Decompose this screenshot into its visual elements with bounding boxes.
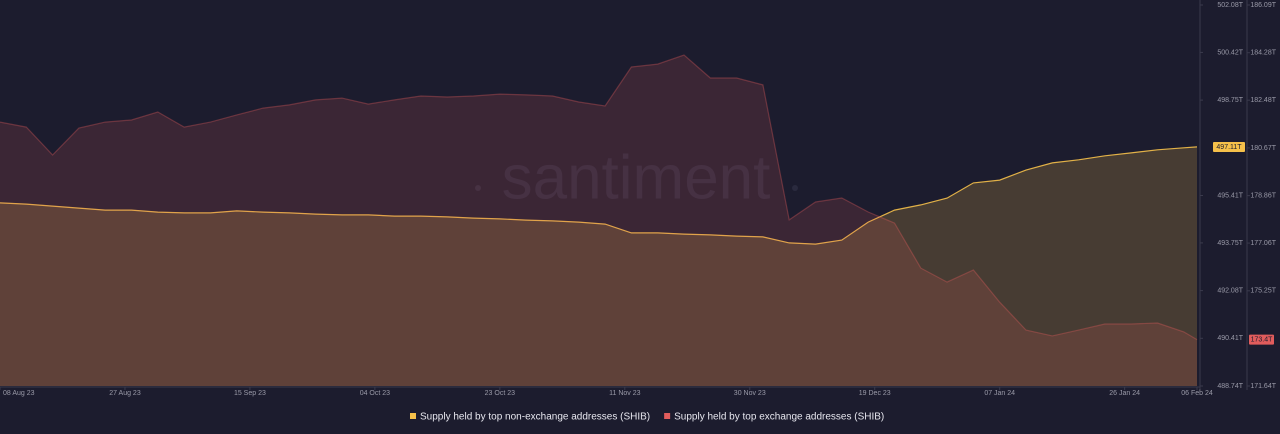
- series-area: [0, 146, 1197, 386]
- series-area: [0, 55, 1197, 386]
- legend-swatch: [664, 413, 671, 419]
- watermark: santiment: [502, 143, 771, 212]
- x-tick-label: 07 Jan 24: [984, 390, 1015, 397]
- watermark-dot: [792, 185, 798, 191]
- plot-area: [0, 54, 1198, 386]
- x-tick-label: 15 Sep 23: [234, 390, 266, 397]
- y-tick-label: 493.75T: [1217, 240, 1243, 247]
- y2-tick-label: 178.86T: [1250, 192, 1276, 199]
- y2-tick-label: 184.28T: [1250, 50, 1276, 57]
- last-value-label: 497.11T: [1216, 144, 1242, 151]
- x-tick-label: 23 Oct 23: [485, 390, 515, 397]
- x-tick-label: 27 Aug 23: [109, 390, 141, 397]
- y-tick-label: 495.41T: [1217, 192, 1243, 199]
- legend-label: Supply held by top non-exchange addresse…: [420, 412, 650, 423]
- legend-label: Supply held by top exchange addresses (S…: [674, 412, 884, 423]
- y-tick-label: 502.08T: [1217, 2, 1243, 9]
- x-tick-label: 26 Jan 24: [1109, 390, 1140, 397]
- y2-tick-label: 171.64T: [1250, 383, 1276, 390]
- legend-swatch: [410, 413, 416, 419]
- last-value-badge: [1249, 334, 1274, 345]
- y2-tick-label: 177.06T: [1250, 240, 1276, 247]
- x-tick-label: 08 Aug 23: [3, 390, 35, 397]
- x-tick-label: 06 Feb 24: [1181, 390, 1213, 397]
- series-line: [0, 54, 1198, 341]
- x-tick-label: 04 Oct 23: [360, 390, 390, 397]
- watermark-dot: [475, 185, 481, 191]
- y-tick-label: 488.74T: [1217, 383, 1243, 390]
- last-value-badge: [1213, 141, 1245, 152]
- y-tick-label: 498.75T: [1217, 97, 1243, 104]
- x-tick-label: 30 Nov 23: [734, 390, 766, 397]
- y-tick-label: 490.41T: [1217, 335, 1243, 342]
- y2-tick-label: 180.67T: [1250, 145, 1276, 152]
- y-tick-label: 492.08T: [1217, 287, 1243, 294]
- y2-tick-label: 186.09T: [1250, 2, 1276, 9]
- series-line: [0, 146, 1198, 245]
- last-value-label: 173.4T: [1251, 336, 1274, 343]
- y2-tick-label: 175.25T: [1250, 288, 1276, 295]
- y-tick-label: 500.42T: [1217, 49, 1243, 56]
- x-tick-label: 11 Nov 23: [609, 390, 640, 397]
- y2-tick-label: 182.48T: [1250, 97, 1276, 104]
- x-tick-label: 19 Dec 23: [859, 390, 891, 397]
